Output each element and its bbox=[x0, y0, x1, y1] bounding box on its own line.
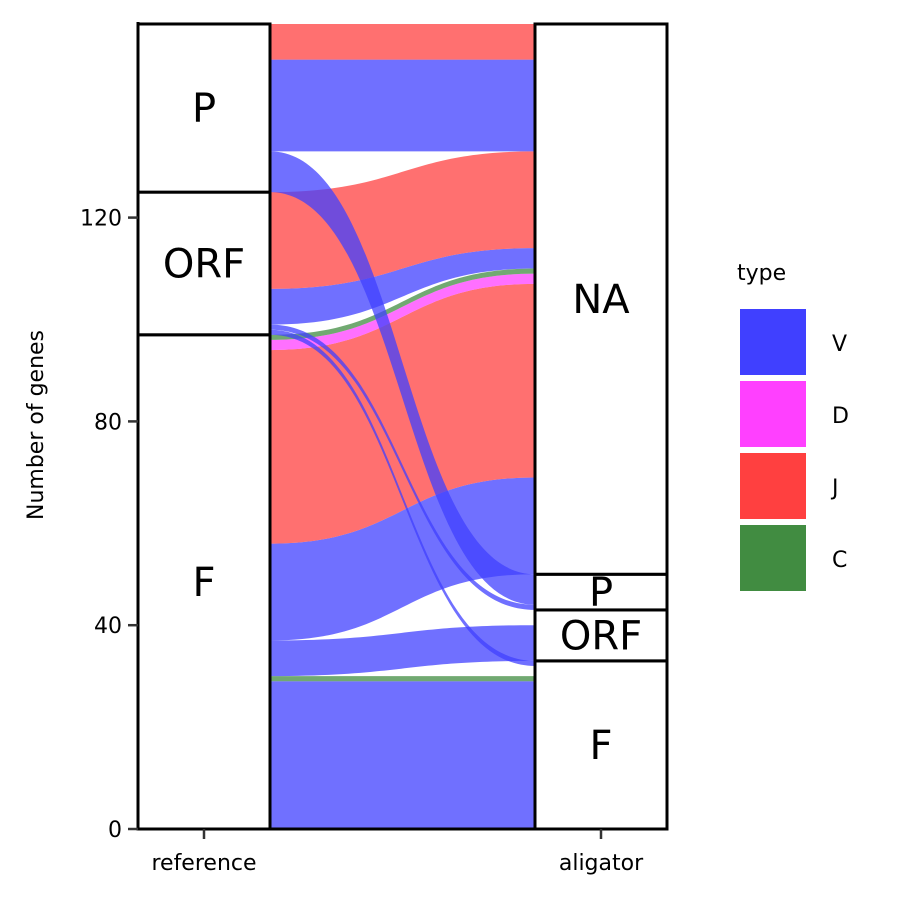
flow-v-f-to-na bbox=[270, 477, 535, 641]
flow-c-f-to-f bbox=[270, 676, 535, 682]
legend-swatch-d bbox=[740, 381, 806, 447]
stratum-label-aligator-f: F bbox=[589, 723, 612, 769]
flow-j-f-to-na bbox=[270, 283, 535, 544]
legend-swatch-v bbox=[740, 309, 806, 375]
stratum-reference-p bbox=[136, 22, 272, 194]
flow-j-orf-to-na bbox=[270, 151, 535, 289]
legend-label-c: C bbox=[832, 548, 847, 573]
stratum-label-aligator-p: P bbox=[589, 570, 613, 616]
y-tick-label: 40 bbox=[94, 614, 122, 639]
legend-swatch-c bbox=[740, 525, 806, 591]
legend-swatch-j bbox=[740, 453, 806, 519]
flow-v-f-to-f bbox=[270, 681, 535, 829]
x-axis: reference aligator bbox=[138, 827, 667, 876]
flow-c-f-to-na bbox=[270, 268, 535, 340]
stratum-label-aligator-na: NA bbox=[572, 277, 630, 323]
stratum-aligator-na bbox=[533, 22, 669, 576]
x-tick-label-aligator: aligator bbox=[559, 851, 644, 876]
flow-d-f-to-na bbox=[270, 273, 535, 351]
flow-v-f-to-orf bbox=[270, 625, 535, 677]
flow-layer bbox=[270, 23, 535, 829]
stratum-label-reference-f: F bbox=[192, 560, 215, 606]
flow-v-p-to-p bbox=[270, 151, 535, 605]
y-tick-label: 80 bbox=[94, 410, 122, 435]
legend-label-j: J bbox=[830, 476, 839, 501]
stratum-aligator-f bbox=[533, 659, 669, 831]
stratum-label-reference-p: P bbox=[192, 86, 216, 132]
stratum-label-aligator-orf: ORF bbox=[560, 613, 642, 659]
flow-v-orf-to-na bbox=[270, 248, 535, 325]
x-tick-label-reference: reference bbox=[151, 851, 256, 876]
y-tick-label: 120 bbox=[80, 207, 122, 232]
flow-v-orf-to-p bbox=[270, 324, 535, 610]
legend: type V D J C bbox=[737, 261, 849, 591]
flow-v-p-to-na bbox=[270, 59, 535, 152]
legend-label-v: V bbox=[832, 332, 847, 357]
flow-j-p-to-na bbox=[270, 23, 535, 60]
legend-label-d: D bbox=[832, 404, 849, 429]
y-axis-title: Number of genes bbox=[24, 330, 49, 520]
flow-v-orf-to-f bbox=[270, 329, 535, 666]
stratum-label-reference-orf: ORF bbox=[163, 241, 245, 287]
y-tick-label: 0 bbox=[108, 818, 122, 843]
y-axis: 0 40 80 120 bbox=[80, 22, 140, 843]
legend-title: type bbox=[737, 261, 786, 286]
